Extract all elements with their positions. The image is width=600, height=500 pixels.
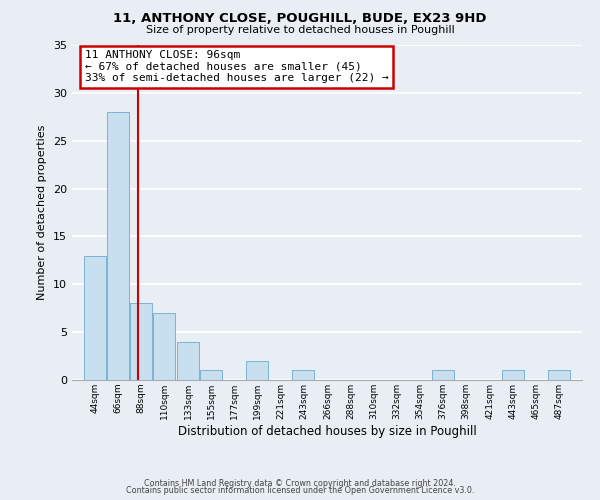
Bar [247, 361, 268, 380]
Bar [84, 256, 106, 380]
X-axis label: Distribution of detached houses by size in Poughill: Distribution of detached houses by size … [178, 424, 476, 438]
Bar [548, 370, 570, 380]
Text: 11, ANTHONY CLOSE, POUGHILL, BUDE, EX23 9HD: 11, ANTHONY CLOSE, POUGHILL, BUDE, EX23 … [113, 12, 487, 26]
Bar [502, 370, 524, 380]
Text: Contains public sector information licensed under the Open Government Licence v3: Contains public sector information licen… [126, 486, 474, 495]
Bar [200, 370, 222, 380]
Bar [130, 304, 152, 380]
Bar [292, 370, 314, 380]
Bar [432, 370, 454, 380]
Text: Contains HM Land Registry data © Crown copyright and database right 2024.: Contains HM Land Registry data © Crown c… [144, 478, 456, 488]
Y-axis label: Number of detached properties: Number of detached properties [37, 125, 47, 300]
Bar [107, 112, 129, 380]
Text: Size of property relative to detached houses in Poughill: Size of property relative to detached ho… [146, 25, 454, 35]
Bar [153, 313, 175, 380]
Bar [177, 342, 199, 380]
Text: 11 ANTHONY CLOSE: 96sqm
← 67% of detached houses are smaller (45)
33% of semi-de: 11 ANTHONY CLOSE: 96sqm ← 67% of detache… [85, 50, 389, 83]
